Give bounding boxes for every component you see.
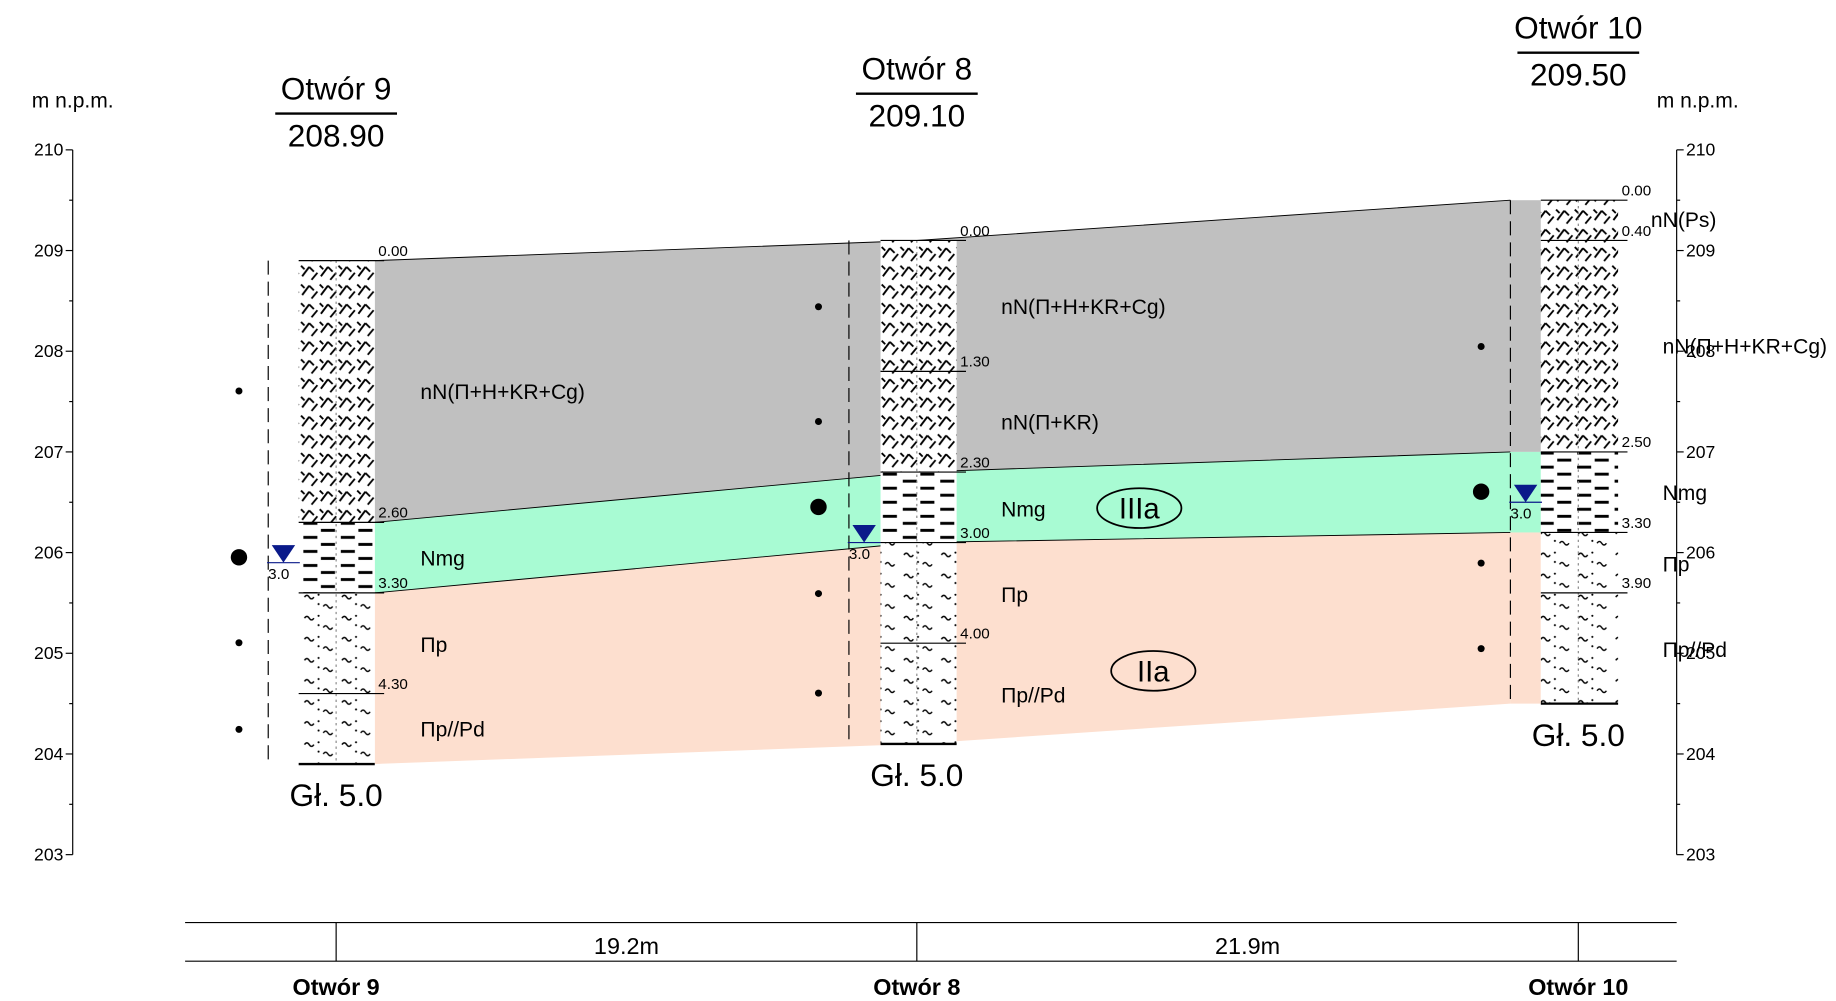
borehole-elevation: 209.50 xyxy=(1530,56,1627,92)
depth-label: 2.60 xyxy=(378,505,408,522)
tick-label: 207 xyxy=(34,442,63,462)
borehole-elevation: 209.10 xyxy=(868,97,965,133)
layer-edge xyxy=(1510,532,1540,703)
depth-label: 0.40 xyxy=(1622,223,1652,240)
layer-edge xyxy=(1510,200,1540,452)
column-segment xyxy=(1541,452,1618,533)
tick-label: 210 xyxy=(1686,140,1716,160)
bottom-name: Otwór 10 xyxy=(1528,974,1628,1000)
tick-label: 205 xyxy=(34,643,64,663)
zone-label: IIa xyxy=(1137,656,1170,688)
borehole-depth: Gł. 5.0 xyxy=(290,777,383,813)
zone-label: IIIa xyxy=(1119,494,1160,526)
depth-label: 1.30 xyxy=(960,354,990,371)
layer-label: Nmg xyxy=(420,547,464,570)
column-segment xyxy=(881,472,957,542)
depth-label: 2.30 xyxy=(960,454,990,471)
layer-label: nN(Π+H+KR+Cg) xyxy=(420,381,584,404)
water-depth: 3.0 xyxy=(849,546,870,563)
column-segment xyxy=(299,522,375,592)
bottom-name: Otwór 8 xyxy=(873,974,960,1000)
sample-point xyxy=(815,590,822,597)
borehole-elevation: 208.90 xyxy=(288,117,385,153)
depth-label: 4.30 xyxy=(378,676,408,693)
page: { "axis": {"label": "m n.p.m.", "ticks":… xyxy=(0,0,1836,1001)
tick-label: 208 xyxy=(34,341,63,361)
water-depth: 3.0 xyxy=(1510,506,1531,523)
layer-label: Πp xyxy=(1001,584,1028,607)
column-segment xyxy=(881,543,957,644)
depth-label: 0.00 xyxy=(1622,183,1652,200)
axis-label: m n.p.m. xyxy=(1657,90,1739,113)
depth-label: 2.50 xyxy=(1622,434,1652,451)
tick-label: 203 xyxy=(34,845,63,865)
column-segment xyxy=(881,371,957,472)
sample-point xyxy=(1478,343,1485,350)
borehole-name: Otwór 8 xyxy=(861,51,972,87)
depth-label: 0.00 xyxy=(378,243,408,260)
axis-label: m n.p.m. xyxy=(32,90,114,113)
tick-label: 209 xyxy=(1686,240,1715,260)
tick-label: 204 xyxy=(1686,744,1716,764)
water-depth: 3.0 xyxy=(268,566,289,583)
depth-label: 3.30 xyxy=(1622,515,1652,532)
sample-point xyxy=(235,388,242,395)
sample-point xyxy=(1478,560,1485,567)
column-segment xyxy=(1541,532,1618,592)
sample-point xyxy=(235,639,242,646)
tick-label: 208 xyxy=(1686,341,1715,361)
sample-point xyxy=(815,303,822,310)
column-segment xyxy=(1541,200,1618,240)
tick-label: 205 xyxy=(1686,643,1716,663)
distance-label: 19.2m xyxy=(594,933,659,959)
column-segment xyxy=(881,643,957,744)
borehole-depth: Gł. 5.0 xyxy=(1532,717,1625,753)
sample-point xyxy=(810,499,826,515)
distance-label: 21.9m xyxy=(1215,933,1280,959)
depth-label: 3.00 xyxy=(960,525,990,542)
depth-label: 3.30 xyxy=(378,575,408,592)
borehole-depth: Gł. 5.0 xyxy=(870,757,963,793)
tick-label: 206 xyxy=(1686,542,1715,562)
depth-label: 0.00 xyxy=(960,223,990,240)
sample-point xyxy=(815,690,822,697)
tick-label: 210 xyxy=(34,140,64,160)
layers xyxy=(375,200,1541,764)
depth-label: 3.90 xyxy=(1622,575,1652,592)
layer-label: Nmg xyxy=(1001,498,1045,521)
sample-point xyxy=(1478,645,1485,652)
sample-point xyxy=(231,549,247,565)
column-segment xyxy=(881,240,957,371)
layer-label: Πp xyxy=(420,634,447,657)
layer-label: nN(Π+H+KR+Cg) xyxy=(1001,296,1165,319)
layer-label: Πp//Pd xyxy=(1001,684,1065,707)
column-segment xyxy=(1541,593,1618,704)
sample-point xyxy=(1473,484,1489,500)
borehole-name: Otwór 9 xyxy=(281,71,392,107)
water-table xyxy=(272,545,295,563)
layer-label: nN(Π+KR) xyxy=(1001,412,1099,435)
sample-point xyxy=(815,418,822,425)
tick-label: 207 xyxy=(1686,442,1715,462)
borehole-name: Otwór 10 xyxy=(1514,10,1642,46)
side-label: nN(Ps) xyxy=(1651,209,1717,232)
depth-label: 4.00 xyxy=(960,626,990,643)
tick-label: 203 xyxy=(1686,845,1715,865)
tick-label: 206 xyxy=(34,542,63,562)
sample-point xyxy=(235,726,242,733)
side-label: Nmg xyxy=(1663,482,1707,505)
bottom-name: Otwór 9 xyxy=(293,974,380,1000)
layer-label: Πp//Pd xyxy=(420,718,484,741)
column-segment xyxy=(1541,240,1618,451)
tick-label: 209 xyxy=(34,240,63,260)
cross-section: 0.00 2.60 3.30 4.30 Otwór 9 208.90 Gł. 5.0 3.0 O… xyxy=(0,0,1836,1001)
tick-label: 204 xyxy=(34,744,64,764)
